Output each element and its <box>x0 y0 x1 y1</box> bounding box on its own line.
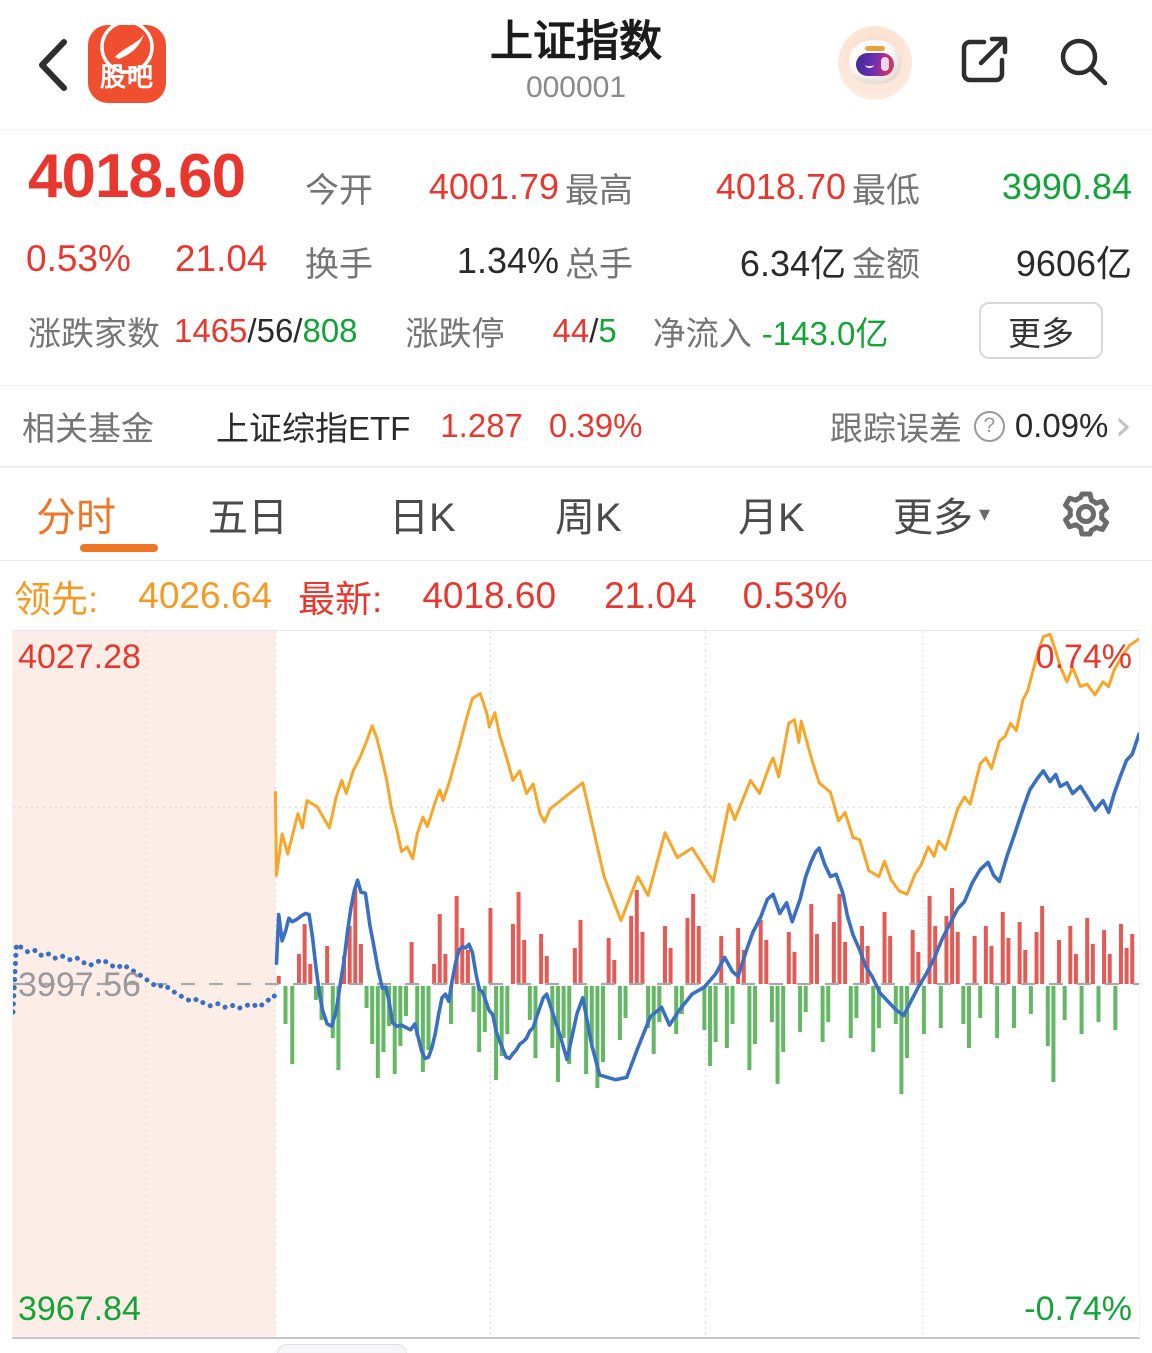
axis-min-label: 3967.84 <box>18 1290 141 1328</box>
latest-label: 最新: <box>298 579 383 620</box>
latest-value: 4018.60 <box>422 575 557 616</box>
latest-change: 21.04 <box>604 575 697 616</box>
divider <box>0 385 1152 386</box>
change-absolute: 21.04 <box>174 238 268 279</box>
inflow-label: 净流入 <box>652 315 752 352</box>
stat-amount: 金额 9606亿 <box>852 243 1132 284</box>
share-button[interactable] <box>954 30 1016 92</box>
title-block: 上证指数 000001 <box>0 16 1152 108</box>
help-question-icon[interactable]: ? <box>973 410 1005 442</box>
stat-volume: 总手 6.34亿 <box>565 243 846 284</box>
fund-label: 相关基金 <box>22 410 154 447</box>
gear-icon <box>1063 491 1109 537</box>
leading-value: 4026.64 <box>138 575 273 616</box>
tab-daily-k[interactable]: 日K <box>389 496 456 540</box>
chart-settings-button[interactable] <box>1060 488 1112 540</box>
chart-tabbar: 分时 五日 日K 周K 月K 更多 ▾ <box>0 467 1152 561</box>
stat-open: 今开 4001.79 <box>305 166 559 210</box>
minute-chart-canvas <box>13 631 1139 1337</box>
leading-label: 领先: <box>14 579 99 620</box>
assistant-robot-avatar[interactable] <box>838 26 912 100</box>
back-button[interactable] <box>30 34 76 96</box>
axis-min-percent-label: -0.74% <box>1024 1290 1132 1328</box>
tab-more-dropdown[interactable]: 更多 ▾ <box>893 496 991 540</box>
advancers-count: 1465/56/808 <box>174 312 358 349</box>
stock-code: 000001 <box>525 71 627 104</box>
axis-max-label: 4027.28 <box>18 638 141 676</box>
prev-close-label: 3997.56 <box>18 966 141 1004</box>
share-icon <box>961 36 1008 83</box>
stat-high: 最高 4018.70 <box>565 166 846 210</box>
market-breadth-row: 涨跌家数 1465/56/808 涨跌停 44/5 净流入 -143.0亿 更多 <box>28 298 1128 364</box>
fund-nav: 1.287 <box>440 407 523 444</box>
limit-counts: 44/5 <box>552 312 617 349</box>
tracking-error-value: 0.09% <box>1014 407 1109 444</box>
related-fund-row[interactable]: 相关基金 上证综指ETF 1.287 0.39% 跟踪误差 ? 0.09% › <box>0 386 1152 466</box>
limit-label: 涨跌停 <box>405 315 505 352</box>
page-title: 上证指数 <box>490 18 662 66</box>
back-chevron-icon <box>39 39 67 91</box>
breadth-label: 涨跌家数 <box>28 315 160 352</box>
divider <box>0 466 1152 467</box>
search-button[interactable] <box>1052 30 1114 92</box>
robot-head-icon <box>849 40 901 84</box>
price-change: 0.53% 21.04 <box>26 238 312 280</box>
guba-app-icon[interactable]: 股吧 <box>88 25 166 103</box>
tracking-error-label: 跟踪误差 <box>829 410 962 447</box>
quote-stats-grid: 今开 4001.79 最高 4018.70 最低 3990.84 换手 1.34… <box>305 150 1138 298</box>
minute-chart[interactable]: 4027.28 0.74% 3997.56 3967.84 -0.74% <box>12 630 1140 1339</box>
bottom-toolbar-cutoff[interactable] <box>277 1344 407 1353</box>
app-badge-label: 股吧 <box>99 62 154 92</box>
stat-low: 最低 3990.84 <box>852 166 1132 210</box>
more-button[interactable]: 更多 <box>979 302 1103 359</box>
stat-turnover: 换手 1.34% <box>305 240 559 284</box>
leading-price-row: 领先: 4026.64 最新: 4018.60 21.04 0.53% <box>14 565 1138 627</box>
search-icon <box>1060 38 1108 86</box>
active-tab-underline <box>80 544 158 552</box>
header: 股吧 上证指数 000001 <box>0 0 1152 130</box>
last-price: 4018.60 <box>28 142 246 211</box>
tab-5day[interactable]: 五日 <box>208 496 288 540</box>
axis-max-percent-label: 0.74% <box>1035 638 1132 676</box>
tab-monthly-k[interactable]: 月K <box>738 496 805 540</box>
fund-name[interactable]: 上证综指ETF <box>216 410 411 447</box>
change-percent: 0.53% <box>26 238 131 279</box>
guba-logo-icon <box>100 25 154 74</box>
tab-weekly-k[interactable]: 周K <box>555 496 622 540</box>
chevron-right-icon: › <box>1114 400 1132 451</box>
fund-percent: 0.39% <box>548 407 643 444</box>
tab-minute[interactable]: 分时 <box>36 468 158 560</box>
caret-down-icon: ▾ <box>979 501 991 526</box>
inflow-value: -143.0亿 <box>761 315 889 352</box>
latest-percent: 0.53% <box>742 575 848 616</box>
